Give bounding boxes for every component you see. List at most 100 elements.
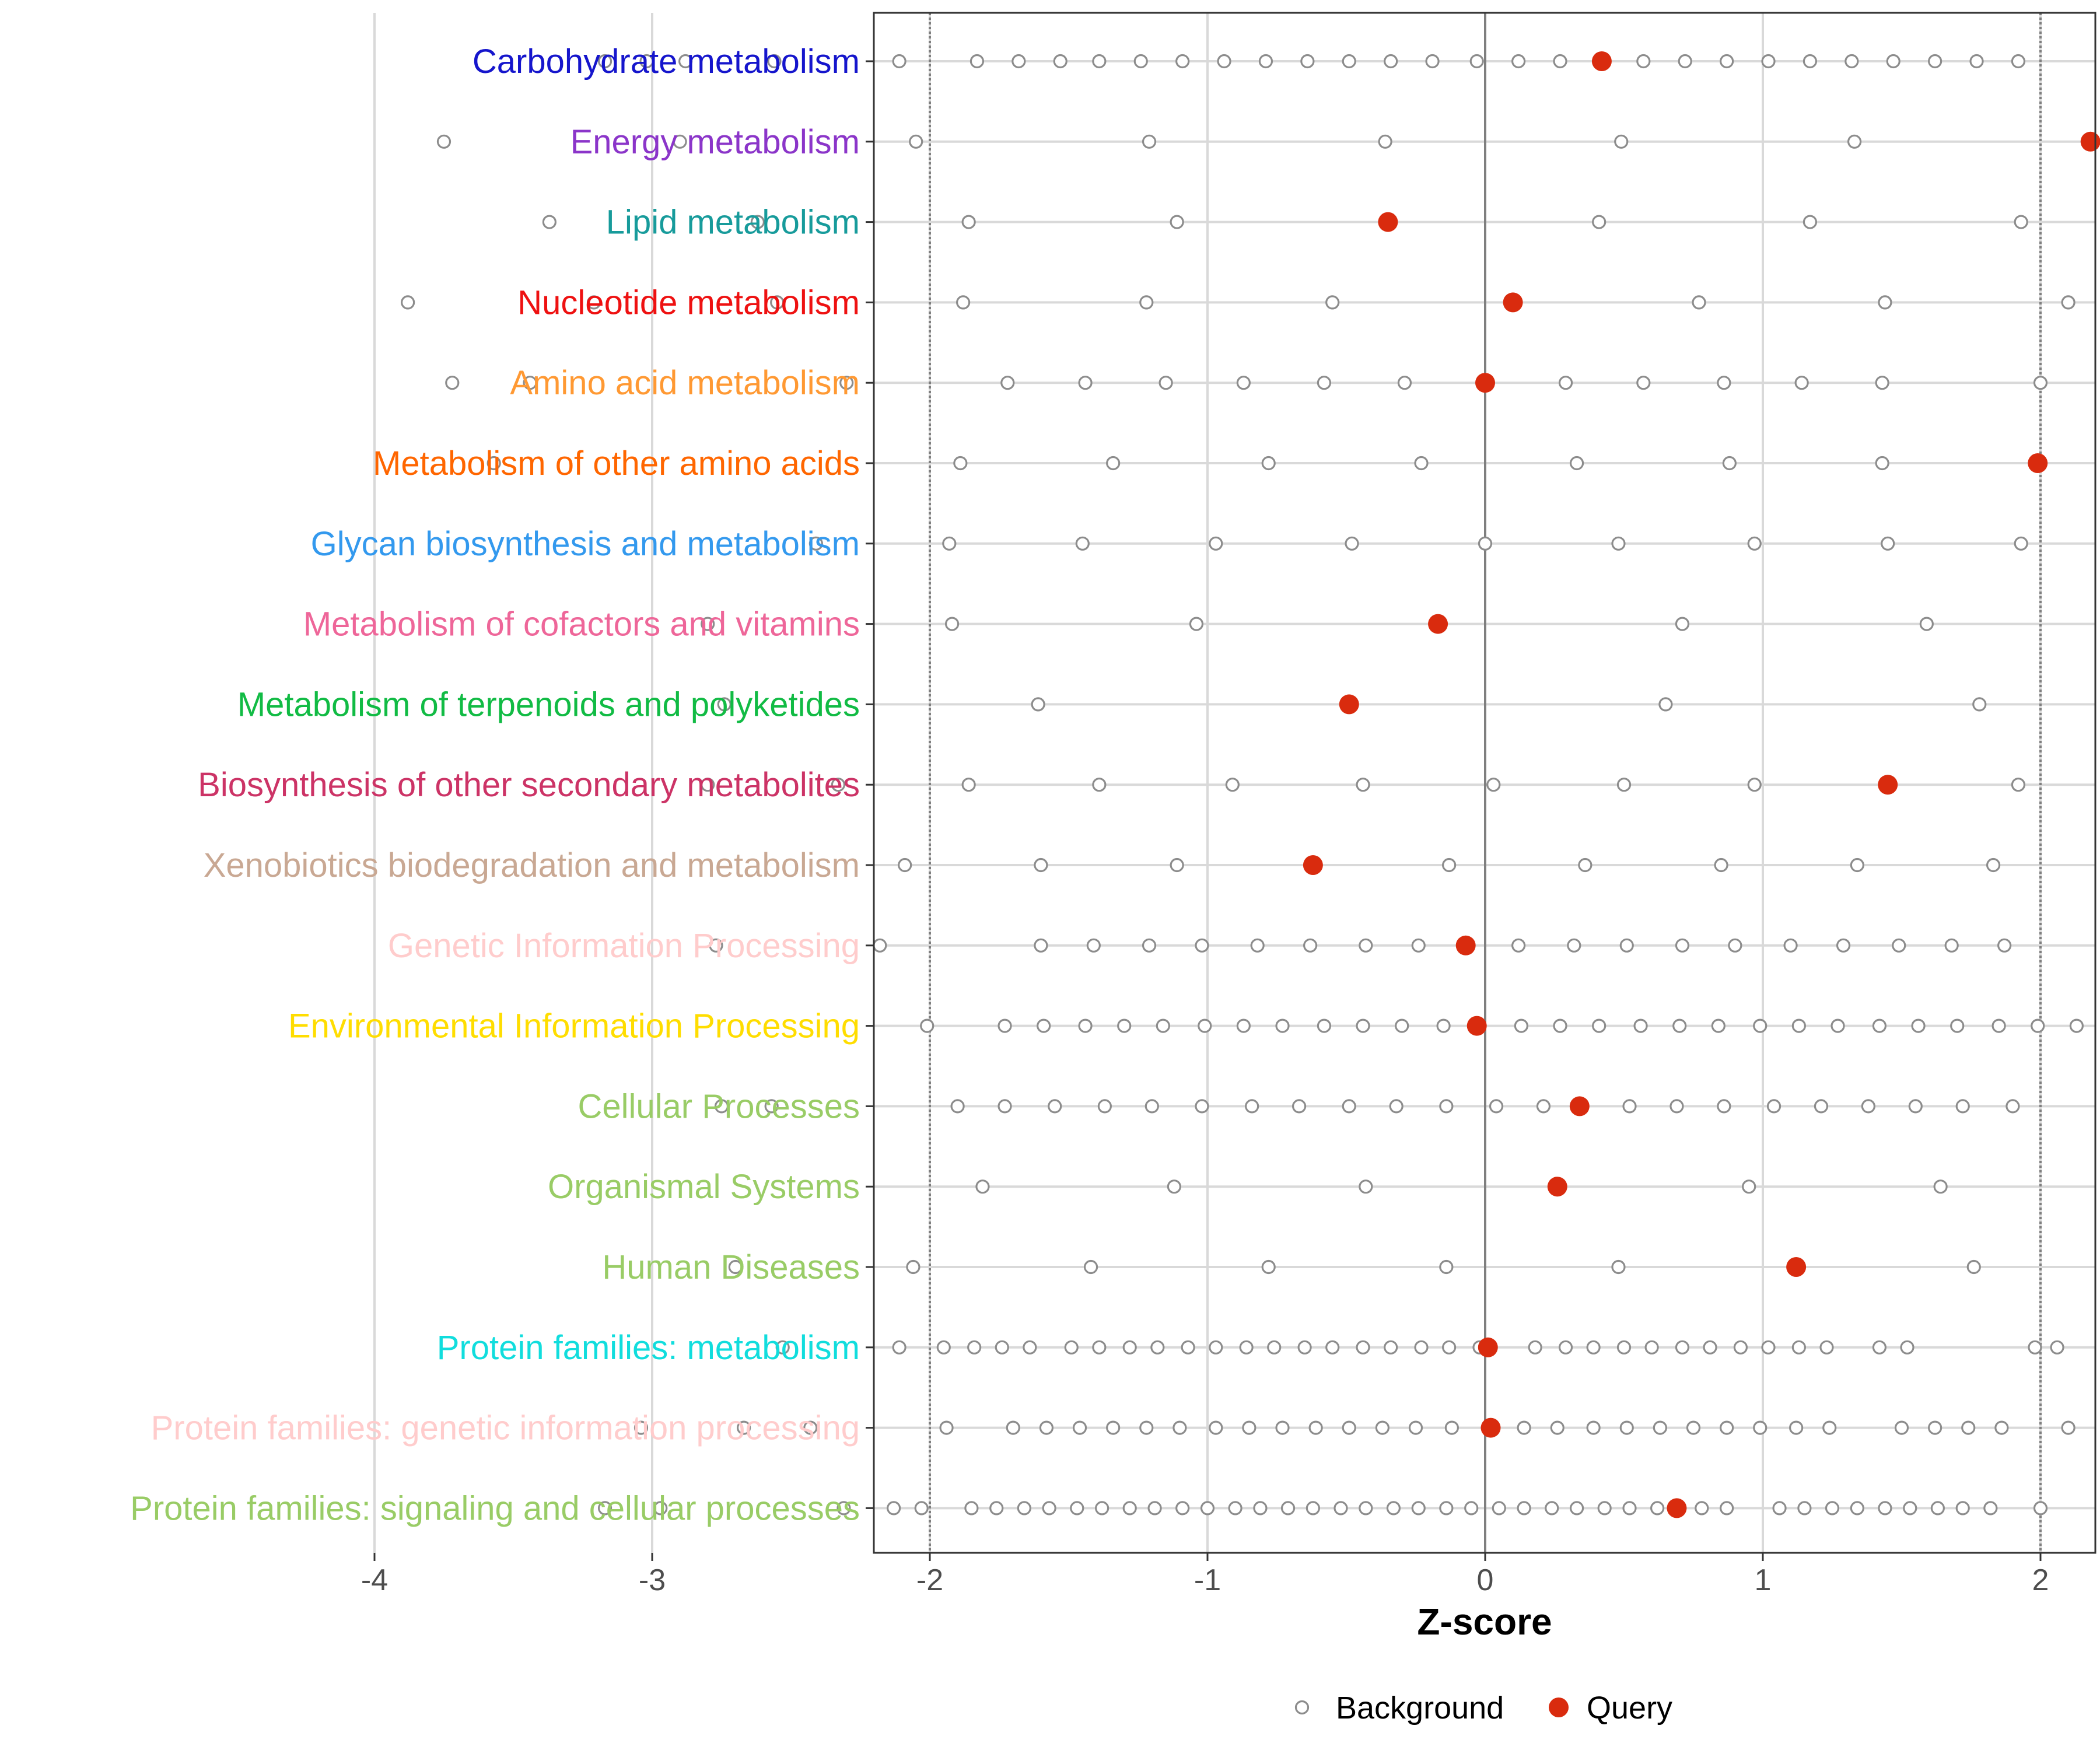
background-point: [1614, 134, 1629, 149]
background-point: [1903, 1501, 1917, 1516]
background-point: [906, 1259, 921, 1275]
background-point: [942, 536, 957, 551]
background-point: [1092, 54, 1107, 69]
background-point: [1894, 1420, 1909, 1435]
background-point: [909, 134, 923, 149]
background-point: [1944, 938, 1959, 953]
background-point: [1072, 1420, 1087, 1435]
background-point: [1334, 1501, 1348, 1516]
background-point: [1200, 1501, 1215, 1516]
background-point: [1753, 1019, 1768, 1033]
background-point: [1017, 1501, 1031, 1516]
background-point: [1306, 1501, 1320, 1516]
background-point: [1325, 1340, 1340, 1354]
background-point: [1814, 1099, 1829, 1114]
background-point: [445, 376, 460, 390]
background-point: [1389, 1099, 1404, 1114]
background-point: [1619, 938, 1634, 953]
background-point: [1012, 54, 1026, 69]
x-tick-label: -4: [361, 1563, 388, 1597]
background-point: [1872, 1019, 1887, 1033]
category-label: Protein families: genetic information pr…: [151, 1409, 860, 1447]
background-point: [1170, 858, 1184, 873]
background-point: [1356, 1340, 1370, 1354]
background-point: [1675, 617, 1690, 631]
background-point: [1106, 456, 1121, 471]
background-point: [1831, 1019, 1845, 1033]
background-point: [1686, 1420, 1701, 1435]
background-point: [1189, 617, 1204, 631]
background-point: [1356, 778, 1370, 792]
background-point: [1117, 1019, 1132, 1033]
background-point: [1170, 215, 1184, 229]
background-point: [1511, 54, 1526, 69]
background-point: [1528, 1340, 1542, 1354]
background-point: [1442, 858, 1457, 873]
background-point: [1717, 376, 1731, 390]
background-point: [1489, 1099, 1504, 1114]
background-point: [1955, 1501, 1970, 1516]
background-point: [1722, 456, 1737, 471]
background-point: [1919, 617, 1934, 631]
background-point: [1408, 1420, 1423, 1435]
background-point: [831, 778, 846, 792]
background-point: [1850, 858, 1864, 873]
category-label: Glycan biosynthesis and metabolism: [311, 525, 860, 563]
background-point: [2028, 1340, 2042, 1354]
background-point: [1486, 778, 1501, 792]
background-point: [1356, 1019, 1370, 1033]
background-point: [1039, 1420, 1054, 1435]
background-point: [1803, 215, 1818, 229]
background-point: [1156, 1019, 1170, 1033]
background-point: [1239, 1340, 1254, 1354]
background-point: [1042, 1501, 1056, 1516]
background-point: [1675, 1340, 1690, 1354]
background-point: [1359, 938, 1373, 953]
background-point: [836, 1501, 851, 1516]
x-tick-label: 1: [1755, 1563, 1772, 1597]
background-point: [1720, 54, 1734, 69]
x-tick-label: 0: [1477, 1563, 1494, 1597]
background-point: [634, 1420, 649, 1435]
legend: Background Query: [1294, 1690, 1672, 1726]
background-point: [1928, 54, 1943, 69]
query-point: [1878, 775, 1898, 795]
background-point: [1747, 536, 1762, 551]
background-point: [1875, 456, 1889, 471]
background-point: [1133, 54, 1148, 69]
background-point: [995, 1340, 1009, 1354]
background-point: [1992, 1019, 2006, 1033]
category-label: Genetic Information Processing: [388, 927, 860, 965]
background-point: [2050, 1340, 2064, 1354]
background-point: [1928, 1420, 1943, 1435]
background-point: [1511, 938, 1526, 953]
background-point: [920, 1019, 935, 1033]
background-point: [1070, 1501, 1084, 1516]
query-point: [1455, 935, 1476, 956]
background-point: [1095, 1501, 1110, 1516]
background-point: [1253, 1501, 1268, 1516]
background-point: [1720, 1501, 1734, 1516]
background-point: [1633, 1019, 1648, 1033]
background-point: [597, 1501, 612, 1516]
category-label: Metabolism of cofactors and vitamins: [303, 606, 860, 643]
background-point: [1878, 1501, 1892, 1516]
background-point: [1791, 1340, 1806, 1354]
background-point: [1142, 134, 1157, 149]
x-axis: -4-3-2-101234: [361, 1553, 2049, 1597]
background-point: [1616, 778, 1632, 792]
background-point: [1678, 54, 1692, 69]
background-point: [1586, 1340, 1601, 1354]
background-point: [1703, 1340, 1717, 1354]
background-point: [1753, 1420, 1768, 1435]
background-point: [1611, 1259, 1626, 1275]
background-point: [1836, 938, 1851, 953]
background-point: [1930, 1501, 1945, 1516]
background-point: [1619, 1420, 1634, 1435]
background-point: [1714, 858, 1728, 873]
background-point: [1803, 54, 1818, 69]
query-point: [1303, 855, 1323, 875]
background-point: [1966, 1259, 1981, 1275]
background-point: [1611, 536, 1626, 551]
background-point: [1342, 54, 1356, 69]
